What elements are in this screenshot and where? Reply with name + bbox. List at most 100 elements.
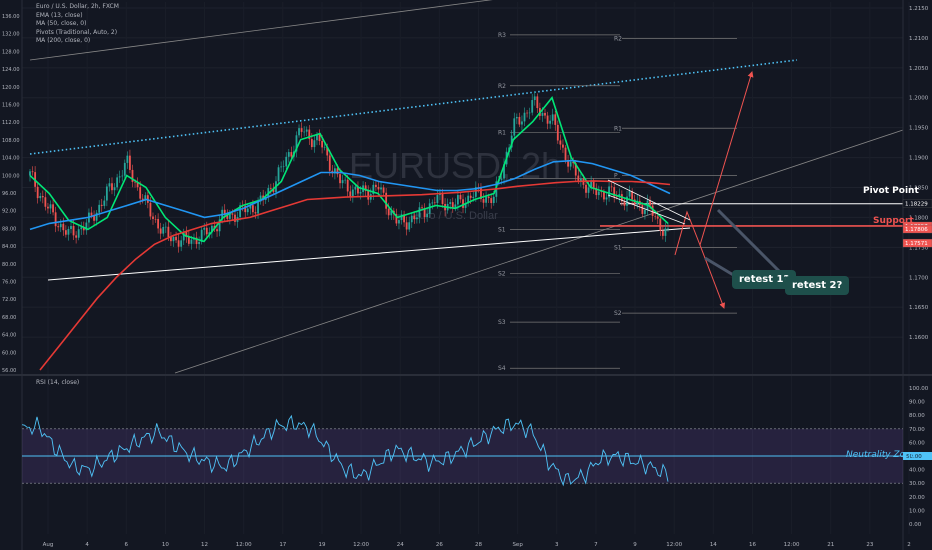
support-trendline bbox=[47, 227, 691, 281]
candle-body bbox=[244, 205, 247, 213]
pivot-label-r2: R2 bbox=[498, 83, 506, 90]
grid-lines bbox=[22, 2, 910, 534]
candle-body bbox=[211, 225, 213, 233]
candle-body bbox=[656, 216, 659, 219]
candle-body bbox=[121, 175, 124, 177]
candle-body bbox=[572, 162, 575, 164]
rsi-axis-tick: 0.00 bbox=[909, 522, 922, 528]
candle-body bbox=[298, 128, 300, 136]
rsi-axis-tick: 60.00 bbox=[909, 440, 925, 446]
candle-body bbox=[349, 191, 352, 198]
candle-body bbox=[93, 215, 95, 221]
x-axis-tick: 12:00 bbox=[353, 542, 369, 548]
candle-body bbox=[218, 219, 221, 232]
candle-body bbox=[546, 115, 549, 124]
candle-body bbox=[418, 207, 421, 218]
candle-body bbox=[64, 230, 67, 235]
right-axis-tick: 1.1950 bbox=[909, 126, 929, 132]
candle-body bbox=[300, 128, 303, 132]
candle-body bbox=[605, 197, 608, 200]
x-axis-tick: 6 bbox=[125, 542, 129, 548]
x-axis-tick: 16 bbox=[749, 542, 756, 548]
legend-ma200: MA (200, close, 0) bbox=[36, 37, 91, 45]
retest-2-callout[interactable]: retest 2? bbox=[785, 276, 850, 295]
candle-body bbox=[39, 196, 42, 199]
right-axis-tick: 1.2050 bbox=[909, 66, 929, 72]
neutrality-zone-label: Neutrality Zone bbox=[846, 450, 917, 460]
candle-body bbox=[72, 226, 75, 236]
channel-lines bbox=[29, 0, 904, 374]
candle-body bbox=[134, 181, 136, 183]
left-axis-tick: 68.00 bbox=[2, 315, 16, 321]
outer-channel-line bbox=[29, 0, 493, 61]
candle-body bbox=[574, 163, 577, 176]
candle-body bbox=[528, 112, 531, 114]
candle-body bbox=[103, 200, 106, 206]
candle-body bbox=[503, 164, 505, 179]
candle-body bbox=[357, 186, 359, 194]
candle-body bbox=[364, 185, 367, 191]
candle-body bbox=[285, 156, 288, 167]
candle-body bbox=[462, 199, 464, 208]
candle-body bbox=[403, 214, 405, 223]
candle-body bbox=[595, 187, 598, 196]
right-axis-tick: 1.1650 bbox=[909, 305, 929, 311]
candle-body bbox=[282, 166, 285, 168]
candle-body bbox=[608, 186, 610, 198]
left-axis-tick: 64.00 bbox=[2, 333, 16, 339]
candle-body bbox=[185, 231, 188, 238]
pivot-point-label: Pivot Point bbox=[863, 186, 919, 196]
lower-channel-line bbox=[174, 129, 904, 374]
candle-body bbox=[592, 181, 595, 188]
price-badge-text: 1.17571 bbox=[905, 241, 928, 247]
candle-body bbox=[659, 218, 662, 231]
price-badge-text: 1.18229 bbox=[905, 202, 928, 208]
pivot-label-next-p: P bbox=[614, 173, 618, 180]
left-axis-tick: 112.00 bbox=[2, 120, 20, 126]
retest-1-callout[interactable]: retest 1? bbox=[732, 270, 797, 289]
candle-body bbox=[111, 183, 113, 191]
candle-body bbox=[413, 215, 416, 220]
candle-body bbox=[113, 187, 116, 191]
rsi-pane: 100.00 90.00 80.00 70.00 60.00 50.00 40.00 30.0… bbox=[21, 386, 932, 528]
candlesticks bbox=[29, 91, 669, 253]
candle-body bbox=[246, 208, 249, 213]
candle-body bbox=[231, 213, 234, 215]
candle-body bbox=[541, 112, 544, 116]
candle-body bbox=[372, 184, 375, 195]
pivot-label-s4: S4 bbox=[498, 365, 506, 372]
candle-body bbox=[423, 208, 426, 218]
candle-body bbox=[59, 223, 62, 228]
candle-body bbox=[485, 196, 487, 203]
x-axis-tick: 23 bbox=[866, 542, 873, 548]
candle-body bbox=[177, 240, 180, 247]
left-axis-tick: 96.00 bbox=[2, 191, 16, 197]
candle-body bbox=[239, 205, 242, 218]
x-axis-tick: 12:00 bbox=[236, 542, 252, 548]
candle-body bbox=[126, 155, 129, 163]
candle-body bbox=[385, 192, 388, 209]
candle-body bbox=[172, 236, 175, 242]
candle-body bbox=[139, 187, 142, 199]
candle-body bbox=[556, 124, 559, 141]
right-axis-tick: 1.1700 bbox=[909, 275, 929, 281]
candle-body bbox=[482, 199, 485, 203]
candle-body bbox=[100, 204, 103, 206]
candle-body bbox=[98, 204, 101, 213]
candle-body bbox=[310, 139, 313, 148]
right-axis-tick: 1.2100 bbox=[909, 36, 929, 42]
right-axis-tick: 1.1750 bbox=[909, 245, 929, 251]
candle-body bbox=[198, 241, 201, 245]
candle-body bbox=[513, 118, 516, 136]
rsi-axis-tick: 100.00 bbox=[909, 386, 929, 392]
left-axis-tick: 60.00 bbox=[2, 350, 16, 356]
candle-body bbox=[287, 152, 290, 157]
candle-body bbox=[67, 228, 70, 235]
candle-body bbox=[610, 186, 613, 188]
candle-body bbox=[272, 188, 275, 193]
candle-body bbox=[559, 140, 562, 145]
candle-body bbox=[651, 205, 654, 216]
candle-body bbox=[303, 131, 306, 133]
candle-body bbox=[182, 231, 185, 241]
